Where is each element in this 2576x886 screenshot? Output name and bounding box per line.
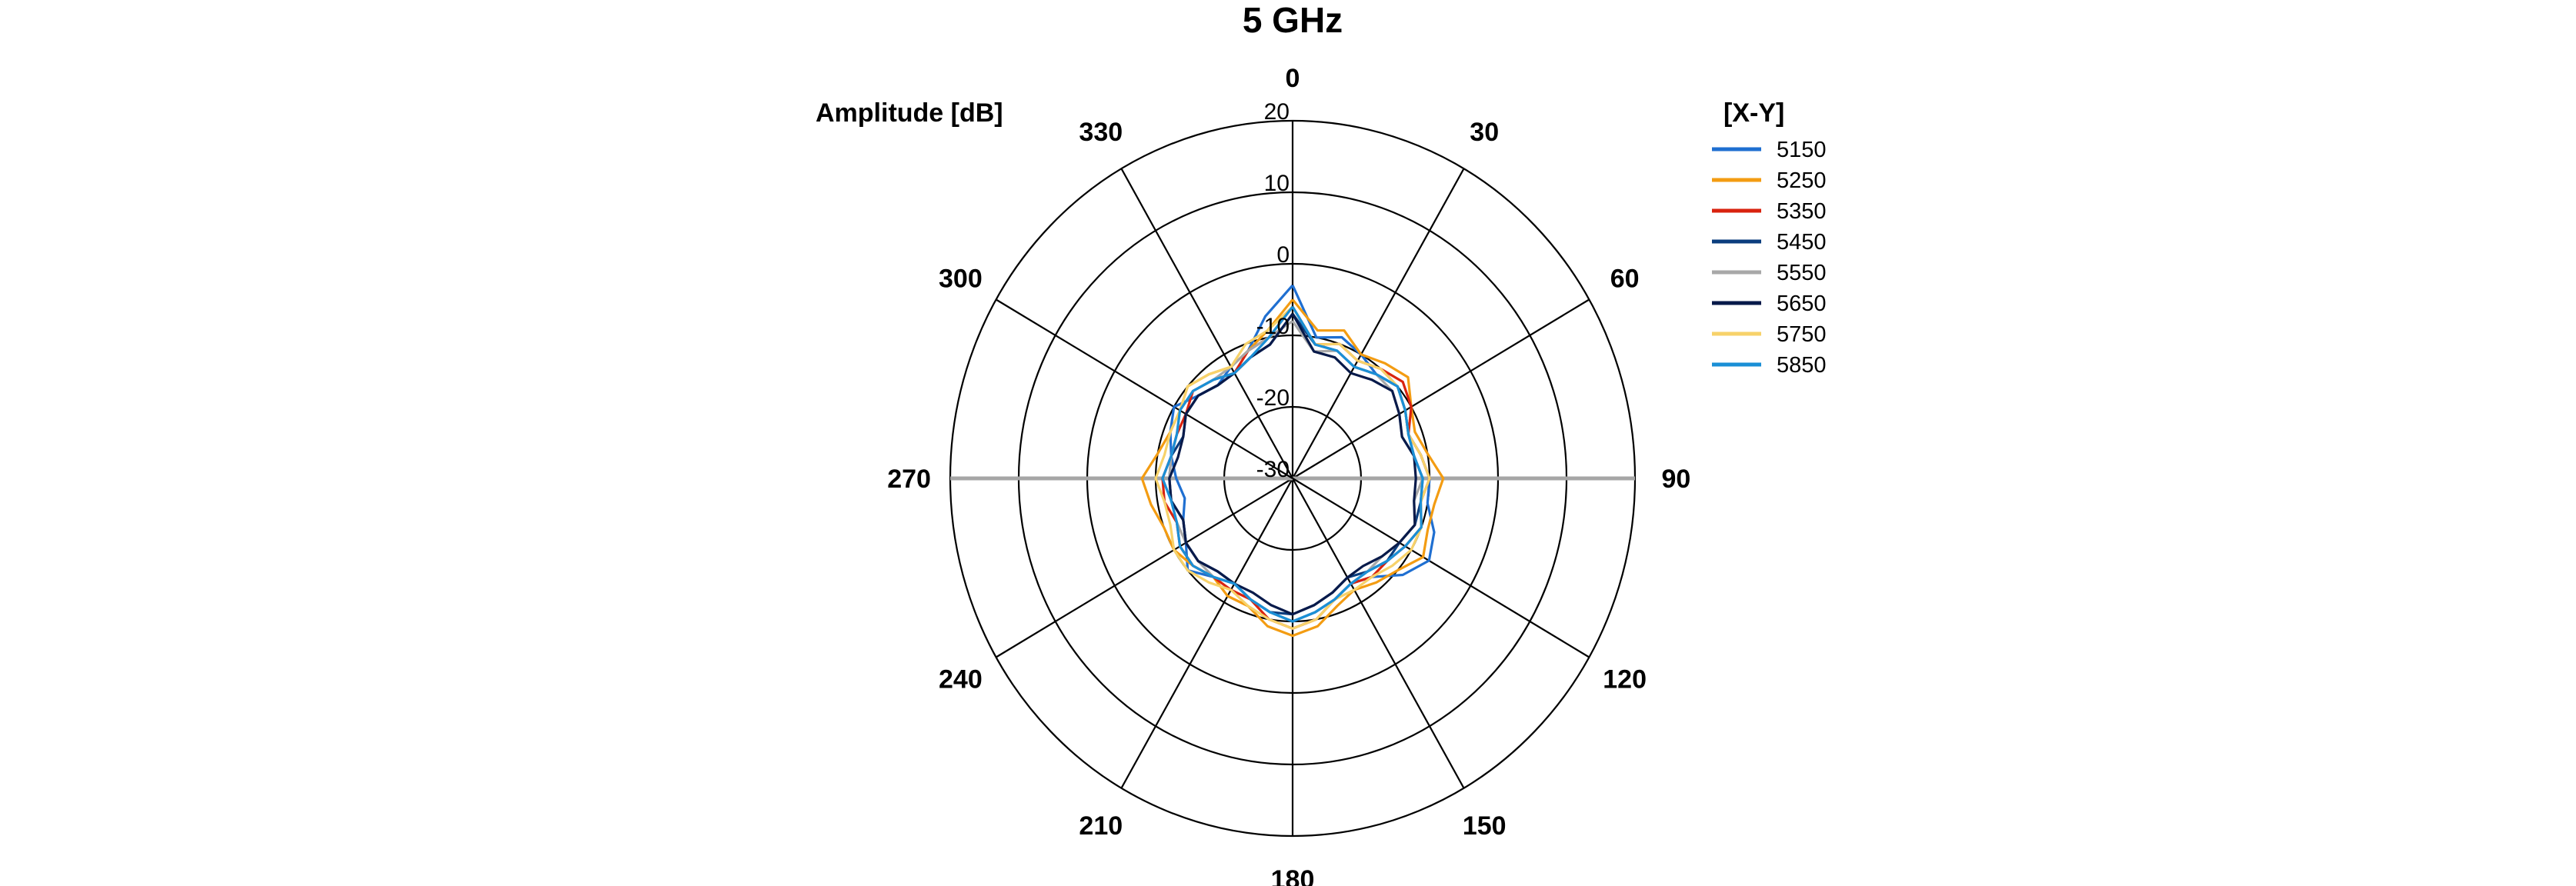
- angle-tick-label-150: 150: [1463, 811, 1507, 841]
- radial-axis-title: Amplitude [dB]: [816, 98, 1003, 128]
- radial-tick-label-2: -10: [1256, 314, 1290, 339]
- legend-label-5350: 5350: [1777, 199, 1827, 224]
- radial-tick-label-0: -30: [1256, 457, 1290, 482]
- angle-tick-label-30: 30: [1470, 118, 1499, 147]
- legend-label-5650: 5650: [1777, 291, 1827, 316]
- angle-tick-label-240: 240: [939, 664, 983, 694]
- grid-spoke-60: [1292, 298, 1590, 479]
- angle-tick-label-120: 120: [1603, 664, 1647, 694]
- radial-tick-label-1: -20: [1256, 385, 1290, 411]
- legend-label-5150: 5150: [1777, 138, 1827, 162]
- legend-title: [X-Y]: [1723, 98, 1784, 128]
- angle-tick-label-270: 270: [887, 465, 931, 494]
- legend: [X-Y] 5150 5250 5350 5450 5550 5650 5750 5850: [1712, 98, 1827, 378]
- grid-spoke-30: [1292, 168, 1465, 479]
- grid-spoke-150: [1292, 478, 1465, 789]
- legend-label-5450: 5450: [1777, 230, 1827, 255]
- legend-label-5750: 5750: [1777, 322, 1827, 347]
- radial-tick-label-4: 10: [1264, 171, 1290, 196]
- radial-tick-label-3: 0: [1276, 242, 1290, 268]
- series-line-5850: [1161, 305, 1424, 623]
- series-line-5650: [1168, 313, 1417, 616]
- angle-tick-label-210: 210: [1079, 811, 1123, 841]
- legend-label-5550: 5550: [1777, 261, 1827, 285]
- grid-spoke-210: [1120, 478, 1293, 789]
- angle-tick-label-0: 0: [1286, 64, 1300, 93]
- angle-tick-label-180: 180: [1271, 865, 1315, 886]
- angle-tick-label-90: 90: [1661, 465, 1690, 494]
- legend-label-5850: 5850: [1777, 353, 1827, 378]
- grid-spoke-330: [1120, 168, 1293, 479]
- radial-tick-label-5: 20: [1264, 99, 1290, 125]
- polar-grid: [949, 119, 1637, 838]
- legend-label-5250: 5250: [1777, 168, 1827, 193]
- grid-spoke-240: [996, 478, 1293, 658]
- chart-title: 5 GHz: [1243, 0, 1343, 40]
- angle-tick-label-60: 60: [1610, 265, 1640, 294]
- series-lines: [1140, 284, 1445, 638]
- angle-tick-label-300: 300: [939, 265, 983, 294]
- axis-labels: 0 30 60 90 120 150 180 210 240 270 300 330 -30 -20 -10…: [887, 64, 1690, 886]
- angle-tick-label-330: 330: [1079, 118, 1123, 147]
- grid-spoke-120: [1292, 478, 1590, 658]
- grid-spoke-300: [996, 298, 1293, 479]
